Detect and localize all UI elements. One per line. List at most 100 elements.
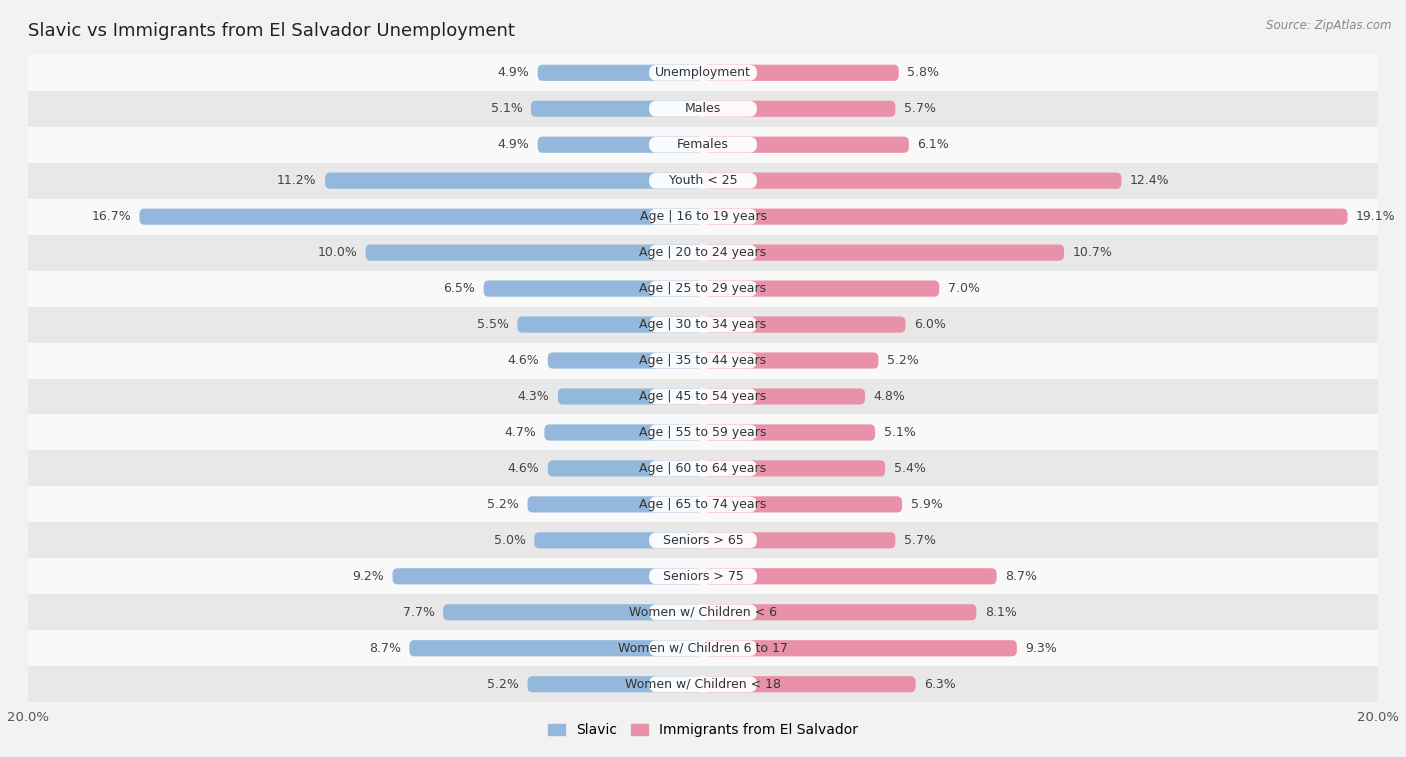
FancyBboxPatch shape [703, 245, 1064, 260]
Text: 5.7%: 5.7% [904, 534, 936, 547]
FancyBboxPatch shape [548, 460, 703, 476]
FancyBboxPatch shape [703, 316, 905, 332]
Text: Age | 20 to 24 years: Age | 20 to 24 years [640, 246, 766, 259]
FancyBboxPatch shape [703, 388, 865, 404]
FancyBboxPatch shape [537, 64, 703, 81]
FancyBboxPatch shape [650, 353, 756, 369]
Text: 5.0%: 5.0% [494, 534, 526, 547]
Bar [28, 307, 1378, 342]
Bar [28, 666, 1378, 702]
FancyBboxPatch shape [650, 425, 756, 441]
Text: 5.4%: 5.4% [894, 462, 925, 475]
FancyBboxPatch shape [548, 353, 703, 369]
FancyBboxPatch shape [534, 532, 703, 549]
FancyBboxPatch shape [650, 137, 756, 153]
FancyBboxPatch shape [392, 569, 703, 584]
FancyBboxPatch shape [484, 281, 703, 297]
FancyBboxPatch shape [650, 604, 756, 620]
FancyBboxPatch shape [650, 532, 756, 548]
FancyBboxPatch shape [527, 497, 703, 512]
FancyBboxPatch shape [650, 316, 756, 332]
FancyBboxPatch shape [703, 676, 915, 693]
FancyBboxPatch shape [703, 460, 886, 476]
Text: Age | 16 to 19 years: Age | 16 to 19 years [640, 210, 766, 223]
Bar [28, 235, 1378, 270]
FancyBboxPatch shape [703, 136, 908, 153]
Text: 19.1%: 19.1% [1355, 210, 1396, 223]
Bar [28, 91, 1378, 126]
Bar [28, 594, 1378, 631]
Text: Seniors > 75: Seniors > 75 [662, 570, 744, 583]
Text: 5.5%: 5.5% [477, 318, 509, 331]
FancyBboxPatch shape [650, 569, 756, 584]
Text: 6.5%: 6.5% [443, 282, 475, 295]
Text: 5.9%: 5.9% [911, 498, 942, 511]
Text: 6.3%: 6.3% [924, 678, 956, 690]
Text: 4.8%: 4.8% [873, 390, 905, 403]
Text: 7.7%: 7.7% [402, 606, 434, 618]
FancyBboxPatch shape [650, 245, 756, 260]
Text: 5.2%: 5.2% [488, 498, 519, 511]
FancyBboxPatch shape [650, 497, 756, 512]
Legend: Slavic, Immigrants from El Salvador: Slavic, Immigrants from El Salvador [543, 718, 863, 743]
Bar [28, 270, 1378, 307]
Text: 6.1%: 6.1% [917, 139, 949, 151]
Text: 10.0%: 10.0% [318, 246, 357, 259]
FancyBboxPatch shape [558, 388, 703, 404]
Text: 4.9%: 4.9% [498, 139, 529, 151]
Text: 8.7%: 8.7% [1005, 570, 1038, 583]
Text: 16.7%: 16.7% [91, 210, 131, 223]
FancyBboxPatch shape [703, 173, 1122, 188]
Text: Age | 45 to 54 years: Age | 45 to 54 years [640, 390, 766, 403]
FancyBboxPatch shape [531, 101, 703, 117]
FancyBboxPatch shape [703, 569, 997, 584]
Text: 5.1%: 5.1% [883, 426, 915, 439]
FancyBboxPatch shape [325, 173, 703, 188]
Bar [28, 415, 1378, 450]
Text: 7.0%: 7.0% [948, 282, 980, 295]
FancyBboxPatch shape [650, 65, 756, 81]
Bar [28, 378, 1378, 415]
FancyBboxPatch shape [703, 532, 896, 549]
FancyBboxPatch shape [703, 497, 903, 512]
Text: 9.2%: 9.2% [353, 570, 384, 583]
Text: Unemployment: Unemployment [655, 67, 751, 79]
Bar [28, 559, 1378, 594]
Bar [28, 487, 1378, 522]
FancyBboxPatch shape [139, 208, 703, 225]
Bar [28, 55, 1378, 91]
Text: Seniors > 65: Seniors > 65 [662, 534, 744, 547]
FancyBboxPatch shape [650, 281, 756, 297]
FancyBboxPatch shape [703, 353, 879, 369]
FancyBboxPatch shape [703, 64, 898, 81]
Text: 11.2%: 11.2% [277, 174, 316, 187]
FancyBboxPatch shape [703, 640, 1017, 656]
Text: Age | 35 to 44 years: Age | 35 to 44 years [640, 354, 766, 367]
Text: 8.7%: 8.7% [368, 642, 401, 655]
Text: 4.6%: 4.6% [508, 462, 540, 475]
FancyBboxPatch shape [703, 425, 875, 441]
FancyBboxPatch shape [537, 136, 703, 153]
FancyBboxPatch shape [527, 676, 703, 693]
Bar [28, 450, 1378, 487]
Text: 9.3%: 9.3% [1025, 642, 1057, 655]
Text: 5.2%: 5.2% [488, 678, 519, 690]
Text: Females: Females [678, 139, 728, 151]
FancyBboxPatch shape [443, 604, 703, 621]
Text: 5.8%: 5.8% [907, 67, 939, 79]
Text: Youth < 25: Youth < 25 [669, 174, 737, 187]
FancyBboxPatch shape [703, 281, 939, 297]
Text: Age | 25 to 29 years: Age | 25 to 29 years [640, 282, 766, 295]
FancyBboxPatch shape [703, 208, 1347, 225]
Bar [28, 342, 1378, 378]
FancyBboxPatch shape [650, 388, 756, 404]
Text: Age | 55 to 59 years: Age | 55 to 59 years [640, 426, 766, 439]
Text: Age | 60 to 64 years: Age | 60 to 64 years [640, 462, 766, 475]
FancyBboxPatch shape [366, 245, 703, 260]
FancyBboxPatch shape [409, 640, 703, 656]
Text: 8.1%: 8.1% [984, 606, 1017, 618]
Text: Age | 30 to 34 years: Age | 30 to 34 years [640, 318, 766, 331]
Text: Women w/ Children < 6: Women w/ Children < 6 [628, 606, 778, 618]
FancyBboxPatch shape [650, 209, 756, 225]
Text: 12.4%: 12.4% [1130, 174, 1170, 187]
